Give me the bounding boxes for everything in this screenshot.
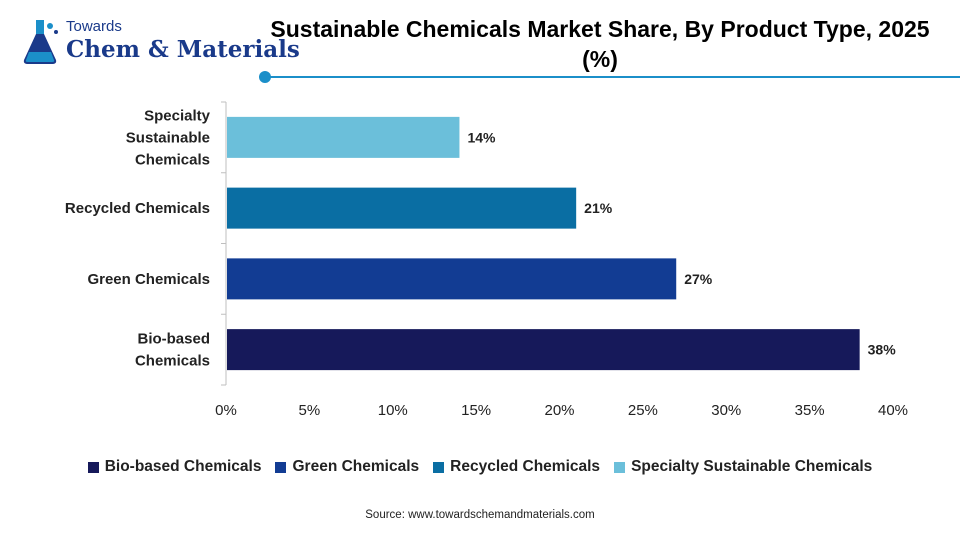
data-label: 27% [684,271,713,287]
x-tick-label: 40% [878,402,908,419]
title-rule [268,76,960,78]
legend-swatch [87,461,99,473]
legend-item: Green Chemicals [275,458,419,476]
legend-swatch [433,461,445,473]
data-label: 21% [584,200,613,216]
x-tick-label: 10% [378,402,408,419]
brand-small-text: Towards [66,18,122,35]
x-tick-label: 15% [461,402,491,419]
brand-logo: Towards Chem & Materials [14,14,300,70]
x-tick-label: 25% [628,402,658,419]
x-tick-label: 5% [299,402,321,419]
chart-title: Sustainable Chemicals Market Share, By P… [270,16,930,72]
bar [227,116,460,158]
bar [227,329,860,371]
legend-swatch [614,461,626,473]
x-tick-label: 20% [544,402,574,419]
bar [227,187,577,229]
x-tick-label: 0% [215,402,237,419]
chart-legend: Bio-based Chemicals Green Chemicals Recycl… [0,458,960,476]
x-tick-label: 30% [711,402,741,419]
category-label: Chemicals [135,151,210,168]
brand-name: Chem & Materials [66,36,300,63]
legend-label: Recycled Chemicals [450,458,601,475]
category-label: Sustainable [126,129,210,146]
bar [227,258,677,300]
category-label: Green Chemicals [87,271,210,288]
legend-label: Bio-based Chemicals [104,458,262,475]
x-tick-label: 35% [795,402,825,419]
bar-chart: 38% Bio-based Chemicals 27% Green Chemicals 2… [65,101,908,419]
legend-item: Specialty Sustainable Chemicals [614,458,872,476]
category-label: Chemicals [135,353,210,370]
legend-item: Recycled Chemicals [433,458,600,476]
legend-label: Green Chemicals [292,458,420,475]
flask-icon [23,20,58,64]
category-label: Recycled Chemicals [65,200,210,217]
legend-swatch [275,461,287,473]
data-label: 38% [868,342,897,358]
legend-item: Bio-based Chemicals [87,458,262,476]
category-label: Specialty [144,107,211,124]
data-label: 14% [467,129,496,145]
title-rule-dot [259,71,271,83]
category-label: Bio-based [137,331,210,348]
legend-label: Specialty Sustainable Chemicals [631,458,873,475]
source-note: Source: www.towardschemandmaterials.com [365,509,595,521]
